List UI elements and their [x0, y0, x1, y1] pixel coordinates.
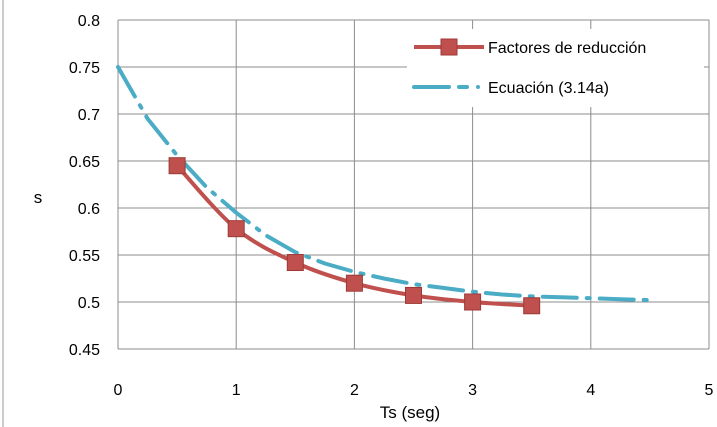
x-tick-label: 0: [114, 382, 123, 399]
legend-label-factores: Factores de reducción: [488, 40, 646, 57]
y-tick-label: 0.8: [78, 13, 100, 30]
x-tick-label: 2: [350, 382, 359, 399]
x-tick-label: 1: [232, 382, 241, 399]
series-factores-marker: [345, 274, 363, 292]
legend-dot-ecuacion: [476, 85, 480, 89]
y-tick-label: 0.45: [69, 342, 100, 359]
y-tick-label: 0.65: [69, 154, 100, 171]
series-factores-marker: [168, 157, 186, 175]
series-factores-marker: [464, 293, 482, 311]
y-tick-label: 0.5: [78, 295, 100, 312]
legend: Factores de reducción Ecuación (3.14a): [407, 29, 704, 107]
y-tick-label: 0.75: [69, 60, 100, 77]
series-factores-marker: [227, 220, 245, 238]
legend-marker-factores: [440, 38, 458, 56]
y-tick-label: 0.7: [78, 107, 100, 124]
series-factores-marker: [523, 297, 541, 315]
series-factores-marker: [286, 254, 304, 272]
y-axis-title: s: [34, 188, 43, 207]
y-tick-label: 0.6: [78, 201, 100, 218]
x-axis-title: Ts (seg): [380, 403, 440, 422]
axis-labels: 0.45 0.5 0.55 0.6 0.65 0.7 0.75 0.8 0 1 2 3 4 5: [69, 13, 714, 399]
series-factores-marker: [405, 286, 422, 304]
x-tick-label: 4: [586, 382, 595, 399]
y-tick-label: 0.55: [69, 248, 100, 265]
x-tick-label: 5: [705, 382, 714, 399]
series-layer: [116, 65, 652, 315]
legend-label-ecuacion: Ecuación (3.14a): [488, 80, 609, 97]
x-tick-label: 3: [468, 382, 477, 399]
series-ecuacion-line: [116, 65, 652, 303]
